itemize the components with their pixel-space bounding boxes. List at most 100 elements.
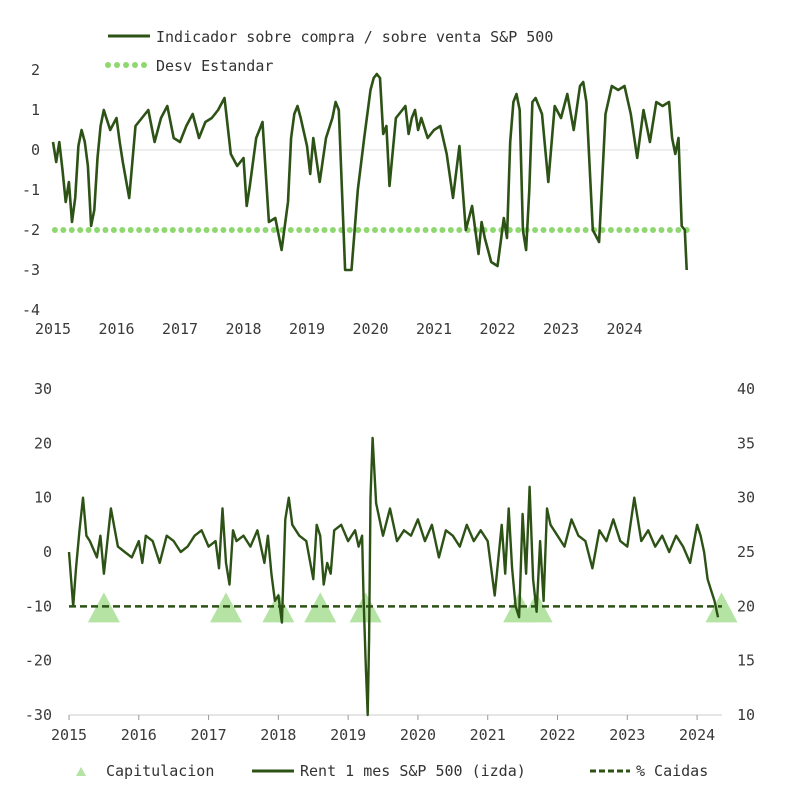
- top-y-tick-label: 0: [31, 141, 40, 159]
- std-dot: [414, 227, 421, 233]
- bottom-y-right-tick-label: 10: [737, 706, 755, 724]
- std-dot: [616, 227, 623, 233]
- std-dot: [658, 227, 665, 233]
- top-x-tick-label: 2020: [352, 320, 388, 338]
- std-dot: [574, 227, 581, 233]
- bottom-x-tick-label: 2020: [400, 726, 436, 744]
- std-dot: [641, 227, 648, 233]
- std-dot: [431, 227, 437, 233]
- std-dot: [178, 227, 185, 233]
- std-dot: [313, 227, 320, 233]
- top-x-tick-label: 2017: [162, 320, 198, 338]
- std-dot: [169, 227, 176, 233]
- top-x-tick-label: 2015: [35, 320, 71, 338]
- std-dot: [237, 227, 244, 233]
- std-dot: [220, 227, 227, 233]
- bottom-x-tick-label: 2018: [260, 726, 296, 744]
- bottom-y-left-tick-label: 10: [34, 489, 52, 507]
- legend-rent-label: Rent 1 mes S&P 500 (izda): [300, 762, 526, 780]
- bottom-y-right-tick-label: 30: [737, 489, 755, 507]
- std-dot: [270, 227, 277, 233]
- bottom-y-left-tick-label: 0: [43, 543, 52, 561]
- std-dot: [85, 227, 92, 233]
- std-dot: [439, 227, 446, 233]
- bottom-x-tick-label: 2024: [679, 726, 715, 744]
- std-dot: [296, 227, 303, 233]
- std-dot: [262, 227, 269, 233]
- std-dot: [397, 227, 404, 233]
- std-dot: [582, 227, 589, 233]
- std-dot: [422, 227, 429, 233]
- top-x-tick-label: 2021: [416, 320, 452, 338]
- std-dot: [548, 227, 555, 233]
- std-dot: [211, 227, 218, 233]
- std-dot: [489, 227, 496, 233]
- top-x-tick-label: 2019: [289, 320, 325, 338]
- bottom-x-tick-label: 2017: [191, 726, 227, 744]
- std-dot: [245, 227, 252, 233]
- std-dot: [287, 227, 294, 233]
- std-dot: [540, 227, 547, 233]
- std-dot: [228, 227, 235, 233]
- std-dot: [77, 227, 84, 233]
- std-dot: [346, 227, 353, 233]
- top-y-tick-label: -4: [22, 301, 40, 319]
- std-dot: [515, 227, 522, 233]
- capitulation-marker: [304, 592, 337, 623]
- std-dot: [380, 227, 387, 233]
- bottom-y-right-tick-label: 20: [737, 597, 755, 615]
- bottom-y-left-tick-label: -20: [25, 652, 52, 670]
- std-dot: [363, 227, 370, 233]
- std-dot: [650, 227, 657, 233]
- std-dot: [624, 227, 631, 233]
- top-x-tick-label: 2023: [543, 320, 579, 338]
- legend-indicator-label: Indicador sobre compra / sobre venta S&P…: [156, 28, 553, 46]
- bottom-chart: 2015 2016 2017 2018 2019 2020 2021 2022 2023 2024…: [25, 380, 755, 744]
- bottom-y-left-tick-label: -30: [25, 706, 52, 724]
- std-dot: [102, 227, 109, 233]
- std-dot: [666, 227, 673, 233]
- bottom-x-tick-label: 2019: [330, 726, 366, 744]
- top-legend: Indicador sobre compra / sobre venta S&P…: [105, 28, 553, 75]
- bottom-x-tick-label: 2023: [609, 726, 645, 744]
- std-dot: [94, 227, 101, 233]
- std-dot: [355, 227, 362, 233]
- top-y-tick-label: 1: [31, 101, 40, 119]
- std-dot: [186, 227, 193, 233]
- capitulation-marker: [349, 592, 382, 623]
- std-dot: [51, 227, 58, 233]
- std-dot: [633, 227, 640, 233]
- std-dot: [456, 227, 463, 233]
- std-dot: [565, 227, 572, 233]
- std-dot: [119, 227, 126, 233]
- std-dot: [321, 227, 328, 233]
- std-dot: [68, 227, 75, 233]
- std-dot: [161, 227, 168, 233]
- std-dot: [447, 227, 454, 233]
- top-y-tick-label: -3: [22, 261, 40, 279]
- bottom-legend: Capitulacion Rent 1 mes S&P 500 (izda) %…: [76, 762, 708, 780]
- top-x-tick-label: 2022: [479, 320, 515, 338]
- bottom-y-left-tick-label: 20: [34, 434, 52, 452]
- bottom-y-right-tick-label: 15: [737, 652, 755, 670]
- legend-dots-swatch: [105, 62, 147, 68]
- std-dot: [127, 227, 134, 233]
- top-x-tick-label: 2016: [98, 320, 134, 338]
- std-dot: [195, 227, 202, 233]
- legend-capitulation-label: Capitulacion: [106, 762, 214, 780]
- std-dot: [557, 227, 564, 233]
- bottom-y-left-tick-label: 30: [34, 380, 52, 398]
- legend-capitulation-swatch: [76, 767, 86, 776]
- std-dot: [388, 227, 395, 233]
- std-dot: [607, 227, 614, 233]
- std-dot: [675, 227, 682, 233]
- std-dot: [254, 227, 261, 233]
- std-dot: [405, 227, 412, 233]
- rent-series-line: [67, 436, 720, 717]
- top-y-tick-label: -1: [22, 181, 40, 199]
- std-dot: [60, 227, 67, 233]
- std-dot: [152, 227, 159, 233]
- std-dot: [144, 227, 151, 233]
